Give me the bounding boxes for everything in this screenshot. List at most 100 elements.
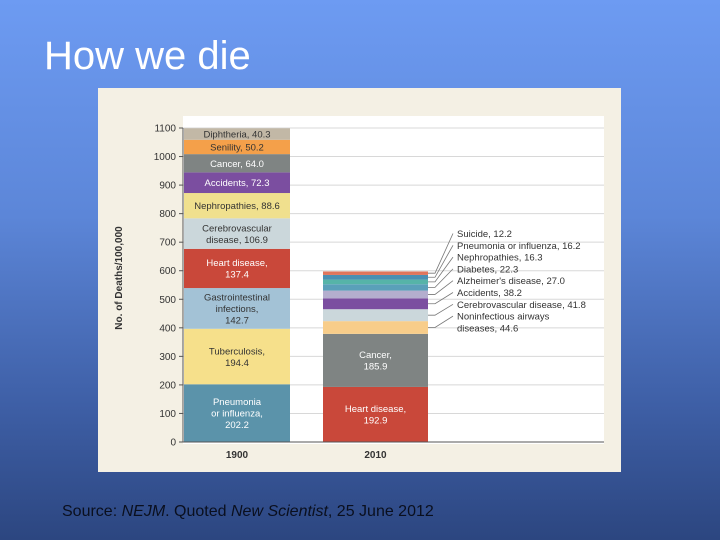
annotation-leader-pneumonia-or-influenza — [428, 245, 454, 278]
bars — [184, 128, 428, 442]
bar-2010-cerebrovascular-disease — [323, 309, 428, 322]
annotation-line: Pneumonia or influenza, 16.2 — [457, 241, 581, 252]
segment-label-line: Accidents, 72.3 — [205, 178, 270, 189]
annotation-cerebrovascular-disease: Cerebrovascular disease, 41.8 — [457, 300, 586, 311]
source-date: , 25 June 2012 — [327, 503, 434, 520]
annotation-nephropathies: Nephropathies, 16.3 — [457, 253, 543, 264]
stacked-bar-chart: Pneumonia or influenza, 202.2 Tuberculosis,… — [114, 116, 604, 461]
y-tick-label: 600 — [159, 266, 176, 277]
annotation-alzheimer-s-disease: Alzheimer's disease, 27.0 — [457, 276, 565, 287]
bar-1900-gastrointestinal-infections — [184, 288, 290, 329]
slide-title: How we die — [44, 34, 251, 78]
source-prefix: Source: — [62, 503, 122, 520]
y-tick-label: 1100 — [154, 124, 176, 135]
segment-label-line: Senility, 50.2 — [210, 142, 264, 153]
annotation-leader-nephropathies — [428, 256, 454, 283]
bar-2010-nephropathies — [323, 279, 428, 285]
y-axis: 0 100 200 300 400 500 600 700 800 900 1000 1100 1900… — [154, 124, 604, 461]
segment-labels: Pneumonia or influenza, 202.2 Tuberculosis,… — [194, 130, 406, 432]
bar-1900-heart-disease — [184, 248, 290, 289]
annotation-accidents: Accidents, 38.2 — [457, 288, 522, 299]
y-tick-label: 700 — [159, 238, 176, 249]
source-magazine: New Scientist — [230, 503, 328, 520]
bar-2010-noninfectious-airways-diseases — [323, 321, 428, 334]
segment-label-line: 137.4 — [225, 270, 249, 281]
segment-label-line: Pneumonia — [213, 397, 262, 408]
y-tick-label: 0 — [170, 438, 176, 449]
segment-label-line: or influenza, — [211, 409, 263, 420]
bar-1900-tuberculosis — [184, 328, 290, 385]
segment-label-1900-heart-disease: Heart disease, 137.4 — [206, 258, 267, 281]
segment-label-line: Gastrointestinal — [204, 292, 270, 303]
segment-label-1900-senility: Senility, 50.2 — [210, 142, 264, 153]
segment-label-1900-tuberculosis: Tuberculosis, 194.4 — [209, 346, 265, 369]
segment-label-line: Cancer, 64.0 — [210, 159, 264, 170]
bar-1900-pneumonia-or-influenza — [184, 384, 290, 442]
segment-label-line: 192.9 — [364, 416, 388, 427]
annotation-line: Suicide, 12.2 — [457, 229, 512, 240]
annotation-line: Diabetes, 22.3 — [457, 264, 518, 275]
segment-label-2010-heart-disease: Heart disease, 192.9 — [345, 404, 406, 427]
chart-panel: Pneumonia or influenza, 202.2 Tuberculosis,… — [98, 88, 621, 472]
segment-label-1900-diphtheria: Diphtheria, 40.3 — [203, 130, 270, 141]
annotation-suicide: Suicide, 12.2 — [457, 229, 512, 240]
y-tick-label: 200 — [159, 380, 176, 391]
bar-2010-diabetes — [323, 284, 428, 291]
segment-label-1900-pneumonia-or-influenza: Pneumonia or influenza, 202.2 — [211, 397, 263, 431]
segment-label-line: disease, 106.9 — [206, 235, 268, 246]
bar-2010-suicide — [323, 271, 428, 275]
bar-2010-alzheimer-s-disease — [323, 290, 428, 299]
segment-label-line: Nephropathies, 88.6 — [194, 201, 280, 212]
segment-label-1900-gastrointestinal-infections: Gastrointestinal infections, 142.7 — [204, 292, 270, 326]
bar-1900-diphtheria — [184, 128, 290, 140]
x-category-label: 2010 — [364, 450, 387, 461]
y-tick-label: 900 — [159, 181, 176, 192]
y-tick-label: 300 — [159, 352, 176, 363]
annotation-line: Accidents, 38.2 — [457, 288, 522, 299]
bar-2010-cancer — [323, 333, 428, 387]
annotation-line: Alzheimer's disease, 27.0 — [457, 276, 565, 287]
bar-2010-pneumonia-or-influenza — [323, 274, 428, 280]
source-journal: NEJM — [121, 503, 166, 520]
bar-2010-accidents — [323, 298, 428, 310]
segment-label-line: Diphtheria, 40.3 — [203, 130, 270, 141]
segment-label-line: 185.9 — [364, 362, 388, 373]
annotation-line: diseases, 44.6 — [457, 323, 518, 334]
bar-2010-heart-disease — [323, 386, 428, 442]
segment-label-1900-accidents: Accidents, 72.3 — [205, 178, 270, 189]
segment-label-line: 202.2 — [225, 420, 249, 431]
x-category-label: 1900 — [226, 450, 249, 461]
annotation-line: Noninfectious airways — [457, 312, 550, 323]
segment-label-line: 142.7 — [225, 315, 249, 326]
y-tick-label: 500 — [159, 295, 176, 306]
bar-1900-cancer — [184, 154, 290, 173]
segment-label-line: 194.4 — [225, 358, 249, 369]
segment-label-line: Tuberculosis, — [209, 346, 265, 357]
segment-label-2010-cancer: Cancer, 185.9 — [359, 350, 392, 373]
bar-1900-nephropathies — [184, 193, 290, 219]
segment-label-line: infections, — [216, 304, 259, 315]
y-tick-label: 400 — [159, 323, 176, 334]
annotation-line: Nephropathies, 16.3 — [457, 253, 543, 264]
annotation-line: Cerebrovascular disease, 41.8 — [457, 300, 586, 311]
annotation-leader-alzheimer-s-disease — [428, 280, 454, 295]
annotation-pneumonia-or-influenza: Pneumonia or influenza, 16.2 — [457, 241, 581, 252]
y-tick-label: 1000 — [154, 152, 177, 163]
bar-1900-cerebrovascular-disease — [184, 218, 290, 249]
annotation-leader-suicide — [428, 233, 454, 274]
bar-1900-senility — [184, 139, 290, 155]
annotation-leader-noninfectious-airways-diseases — [428, 315, 454, 328]
segment-label-line: Heart disease, — [345, 404, 406, 415]
annotation-leader-accidents — [428, 292, 454, 305]
segment-label-line: Cancer, — [359, 350, 392, 361]
bar-1900-accidents — [184, 172, 290, 194]
annotation-noninfectious-airways-diseases: Noninfectious airways diseases, 44.6 — [457, 312, 550, 335]
annotation-diabetes: Diabetes, 22.3 — [457, 264, 518, 275]
segment-label-1900-nephropathies: Nephropathies, 88.6 — [194, 201, 280, 212]
segment-label-1900-cancer: Cancer, 64.0 — [210, 159, 264, 170]
annotation-leader-cerebrovascular-disease — [428, 303, 454, 316]
segment-label-line: Heart disease, — [206, 258, 267, 269]
source-middle: . Quoted — [165, 503, 231, 520]
source-citation: Source: NEJM. Quoted New Scientist, 25 J… — [62, 503, 434, 521]
